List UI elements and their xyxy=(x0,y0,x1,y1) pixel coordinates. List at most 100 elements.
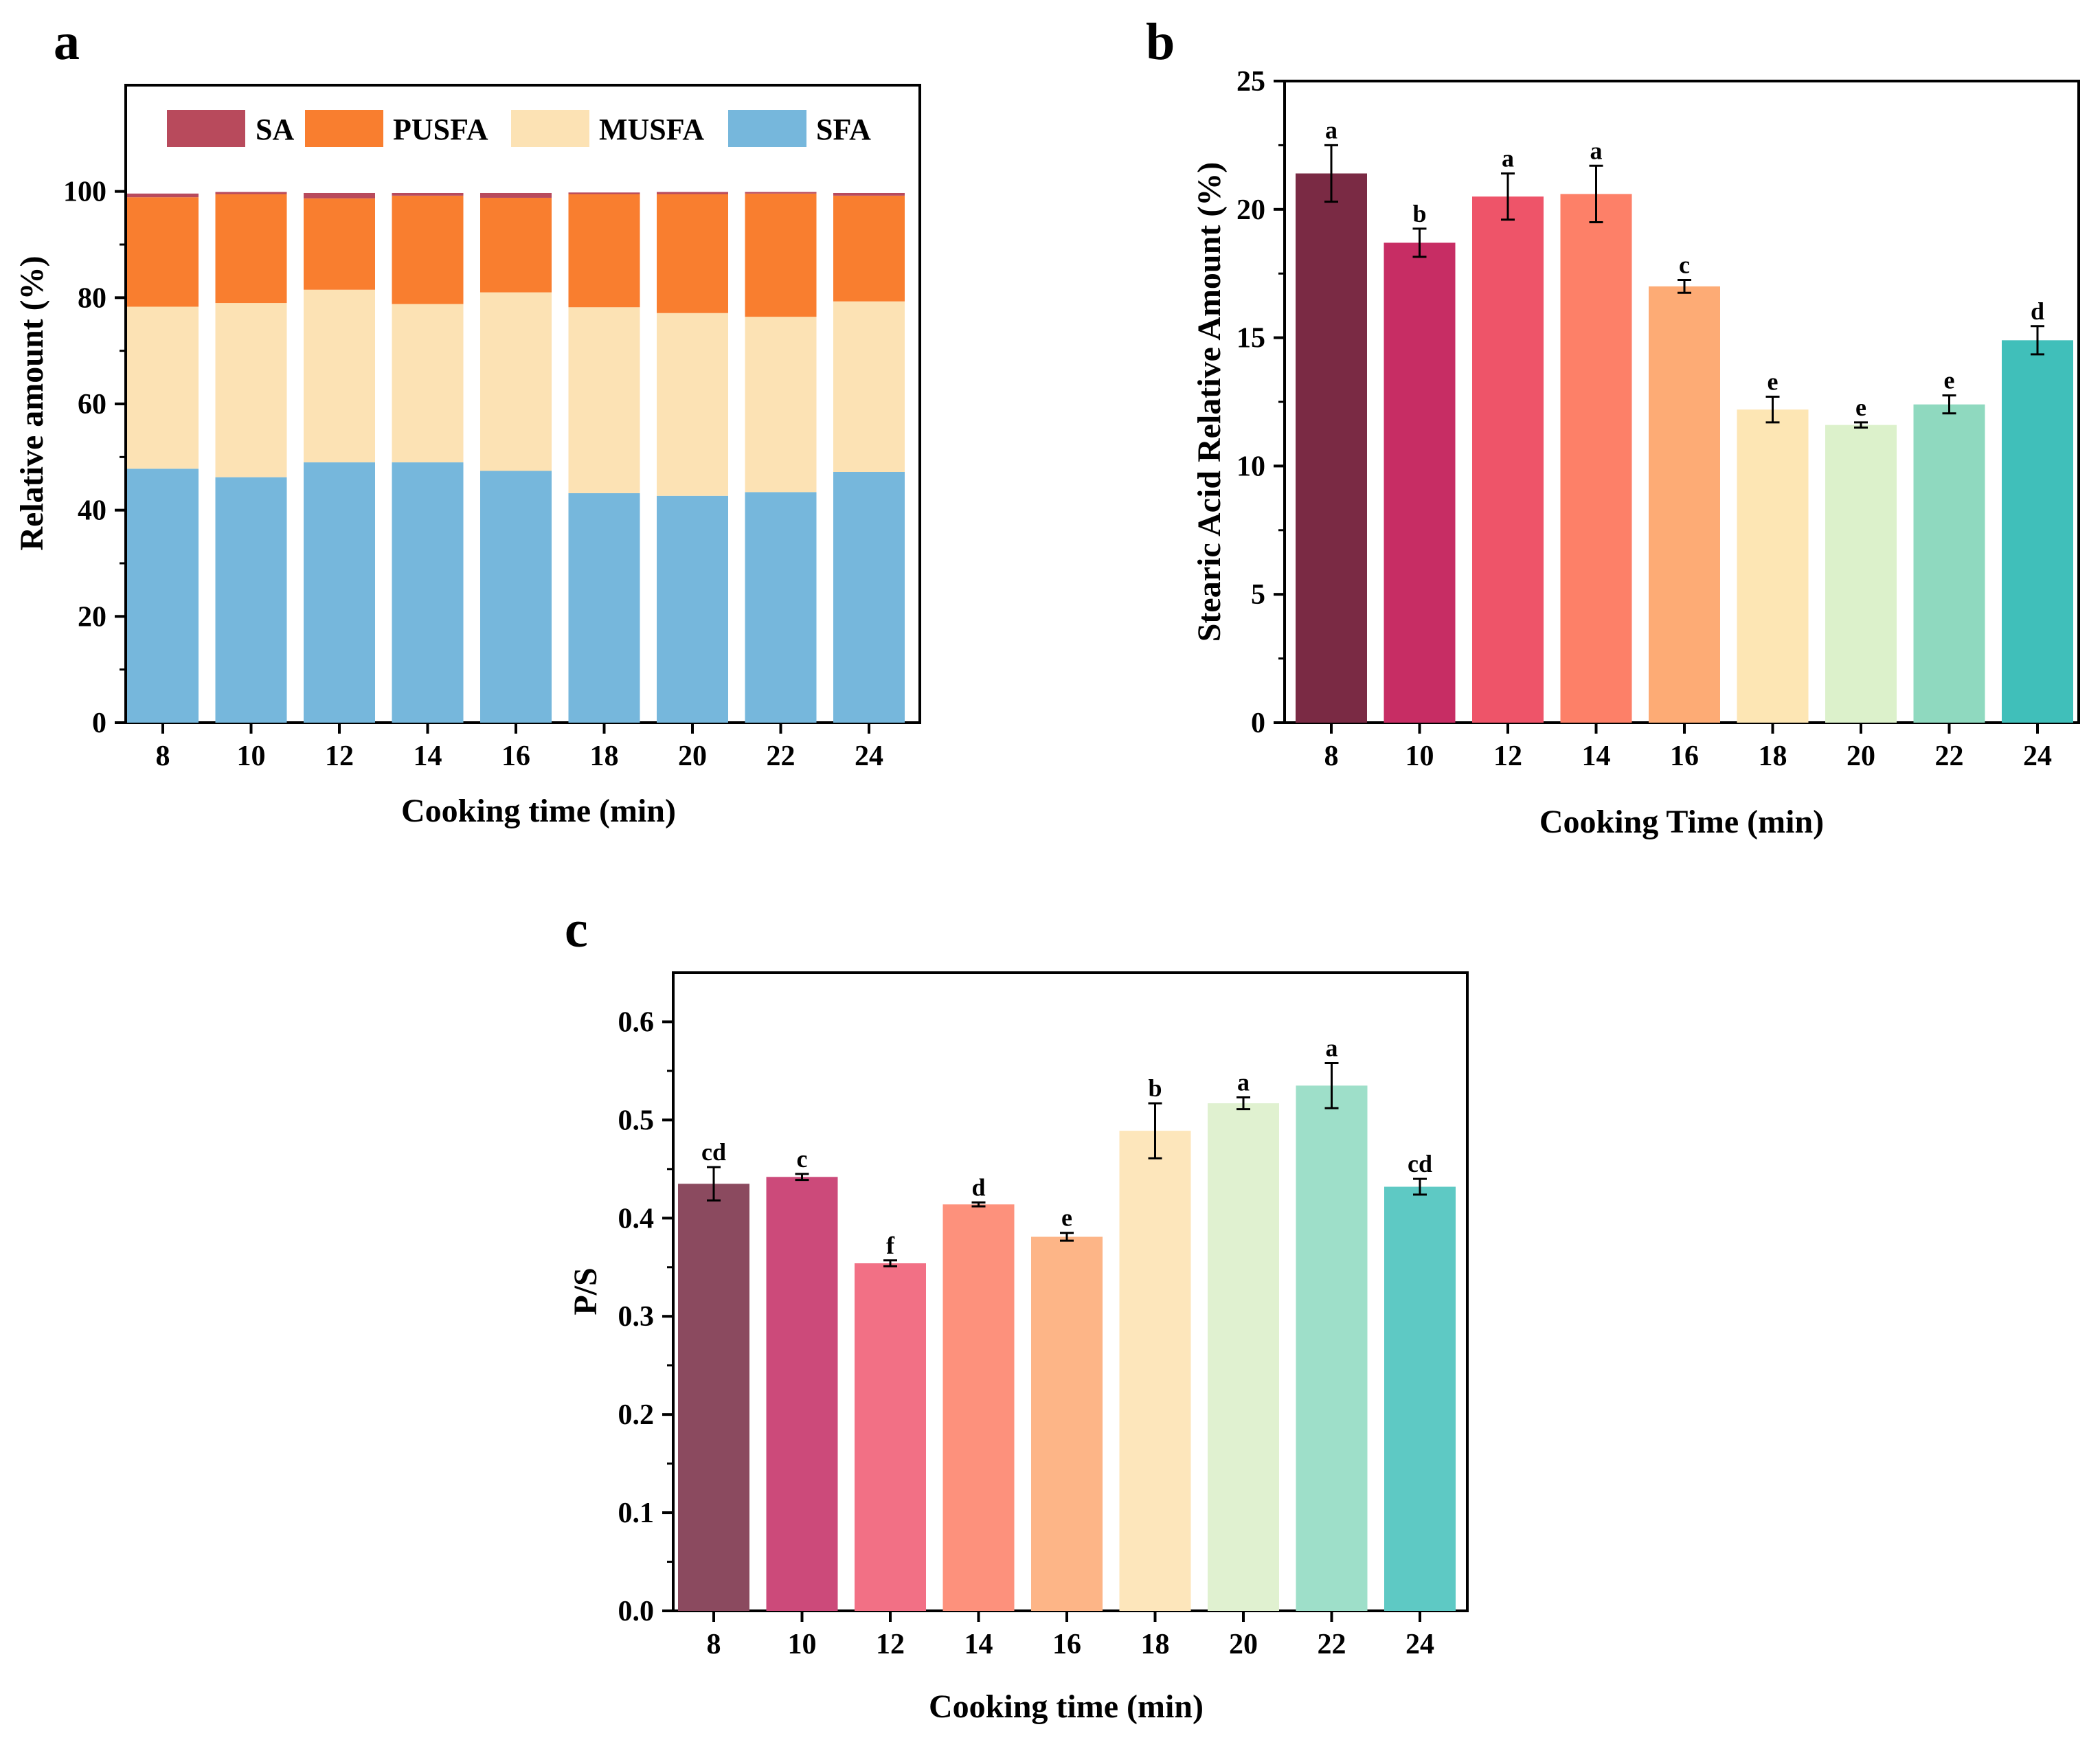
y-tick-label-b-0: 0 xyxy=(1251,708,1265,739)
x-tick-label-b-4: 16 xyxy=(1670,741,1699,772)
bar-pusfa-10 xyxy=(215,194,287,304)
bar-sa-16 xyxy=(480,192,552,198)
bar-24 xyxy=(1384,1186,1456,1611)
x-tick-label-a-8: 24 xyxy=(855,741,883,772)
x-tick-label-c-5: 18 xyxy=(1141,1629,1170,1660)
significance-label-12: a xyxy=(1502,144,1514,172)
legend-swatch-sfa xyxy=(728,110,806,147)
x-tick-label-b-5: 18 xyxy=(1759,741,1787,772)
bar-pusfa-14 xyxy=(392,195,464,304)
legend-swatch-musfa xyxy=(511,110,589,147)
x-tick-label-a-7: 22 xyxy=(767,741,795,772)
x-axis-a: 8 10 12 14 16 18 20 22 24 xyxy=(156,723,883,772)
bar-musfa-10 xyxy=(215,303,287,477)
bar-sa-10 xyxy=(215,192,287,194)
legend-label-sa: SA xyxy=(256,113,294,146)
bar-pusfa-18 xyxy=(568,194,640,308)
y-tick-label-a-5: 100 xyxy=(63,177,106,208)
y-tick-label-b-1: 5 xyxy=(1251,579,1265,611)
y-tick-label-c-5: 0.5 xyxy=(618,1105,655,1136)
legend-a: SA PUSFA MUSFA SFA xyxy=(167,110,871,147)
bar-pusfa-8 xyxy=(127,197,199,307)
bar-sa-12 xyxy=(304,192,375,199)
bar-pusfa-12 xyxy=(304,198,375,290)
significance-label-20: a xyxy=(1237,1069,1250,1096)
bar-musfa-14 xyxy=(392,304,464,463)
bar-sa-22 xyxy=(745,192,817,194)
significance-label-18: b xyxy=(1148,1074,1162,1102)
bar-12 xyxy=(1472,196,1544,723)
significance-label-14: a xyxy=(1590,137,1603,164)
y-tick-label-c-2: 0.2 xyxy=(618,1399,655,1431)
significance-label-8: cd xyxy=(701,1138,726,1166)
bar-musfa-18 xyxy=(568,307,640,493)
bar-pusfa-22 xyxy=(745,193,817,317)
significance-label-16: e xyxy=(1061,1204,1072,1232)
x-tick-label-b-7: 22 xyxy=(1935,741,1964,772)
y-tick-label-a-3: 60 xyxy=(78,389,106,420)
y-axis-title-b: Stearic Acid Relative Amount (%) xyxy=(1191,162,1228,642)
y-tick-label-a-1: 20 xyxy=(78,601,106,633)
significance-label-16: c xyxy=(1679,251,1690,279)
bar-musfa-22 xyxy=(745,317,817,493)
legend-label-pusfa: PUSFA xyxy=(393,113,488,146)
x-tick-label-b-3: 14 xyxy=(1582,741,1611,772)
chart-panel-b: b 0 5 10 15 20 25 a b a a c e e e d 8 10 12 14 16 18 20 22 24… xyxy=(1146,13,2080,840)
x-tick-label-b-0: 8 xyxy=(1324,741,1339,772)
bar-sa-18 xyxy=(568,192,640,194)
y-axis-title-a: Relative amount (%) xyxy=(14,256,50,550)
bar-musfa-24 xyxy=(833,301,905,472)
y-tick-label-b-3: 15 xyxy=(1237,323,1265,354)
x-tick-label-c-3: 14 xyxy=(964,1629,993,1660)
x-tick-label-c-2: 12 xyxy=(876,1629,905,1660)
bar-20 xyxy=(1825,425,1897,723)
y-tick-label-c-1: 0.1 xyxy=(618,1498,655,1529)
bar-musfa-12 xyxy=(304,289,375,463)
x-tick-label-c-1: 10 xyxy=(788,1629,817,1660)
y-tick-label-a-4: 80 xyxy=(78,282,106,314)
x-tick-label-c-0: 8 xyxy=(707,1629,721,1660)
bar-sa-20 xyxy=(657,192,728,194)
bar-sfa-10 xyxy=(215,477,287,723)
legend-swatch-sa xyxy=(167,110,245,147)
bar-pusfa-24 xyxy=(833,195,905,302)
bar-14 xyxy=(942,1204,1015,1611)
bar-sfa-18 xyxy=(568,493,640,723)
bar-18 xyxy=(1737,409,1809,723)
y-tick-label-a-0: 0 xyxy=(92,708,106,739)
y-tick-label-b-4: 20 xyxy=(1237,194,1265,226)
bar-pusfa-16 xyxy=(480,197,552,293)
x-tick-label-c-7: 22 xyxy=(1318,1629,1346,1660)
y-tick-label-b-5: 25 xyxy=(1237,66,1265,98)
panel-label-c: c xyxy=(565,901,588,958)
bar-sfa-22 xyxy=(745,492,817,723)
y-tick-label-c-4: 0.4 xyxy=(618,1203,655,1234)
bar-8 xyxy=(678,1184,749,1611)
x-axis-b: 8 10 12 14 16 18 20 22 24 xyxy=(1324,723,2052,772)
bar-20 xyxy=(1208,1103,1279,1611)
x-axis-title-a: Cooking time (min) xyxy=(401,793,676,829)
legend-label-sfa: SFA xyxy=(816,113,871,146)
x-axis-title-c: Cooking time (min) xyxy=(929,1688,1204,1725)
y-axis-a: 0 20 40 60 80 100 xyxy=(63,177,126,739)
y-axis-title-c: P/S xyxy=(567,1267,604,1315)
bar-musfa-16 xyxy=(480,292,552,471)
x-tick-label-b-2: 12 xyxy=(1493,741,1522,772)
bars-b: a b a a c e e e d xyxy=(1296,116,2073,723)
significance-label-22: a xyxy=(1326,1034,1338,1061)
y-tick-label-b-2: 10 xyxy=(1237,451,1265,482)
y-tick-label-c-0: 0.0 xyxy=(618,1596,655,1627)
x-tick-label-b-6: 20 xyxy=(1847,741,1875,772)
bar-22 xyxy=(1913,404,1985,723)
x-tick-label-c-6: 20 xyxy=(1229,1629,1258,1660)
chart-panel-c: c 0.0 0.1 0.2 0.3 0.4 0.5 0.6 cd c f d e b a a cd 8 10 1… xyxy=(565,901,1469,1725)
bar-22 xyxy=(1296,1085,1368,1611)
x-tick-label-a-2: 12 xyxy=(325,741,354,772)
significance-label-22: e xyxy=(1944,367,1955,394)
bar-10 xyxy=(766,1177,838,1611)
x-axis-c: 8 10 12 14 16 18 20 22 24 xyxy=(707,1611,1434,1660)
bar-16 xyxy=(1649,286,1720,723)
y-tick-label-c-3: 0.3 xyxy=(618,1301,655,1333)
bar-sfa-14 xyxy=(392,462,464,723)
